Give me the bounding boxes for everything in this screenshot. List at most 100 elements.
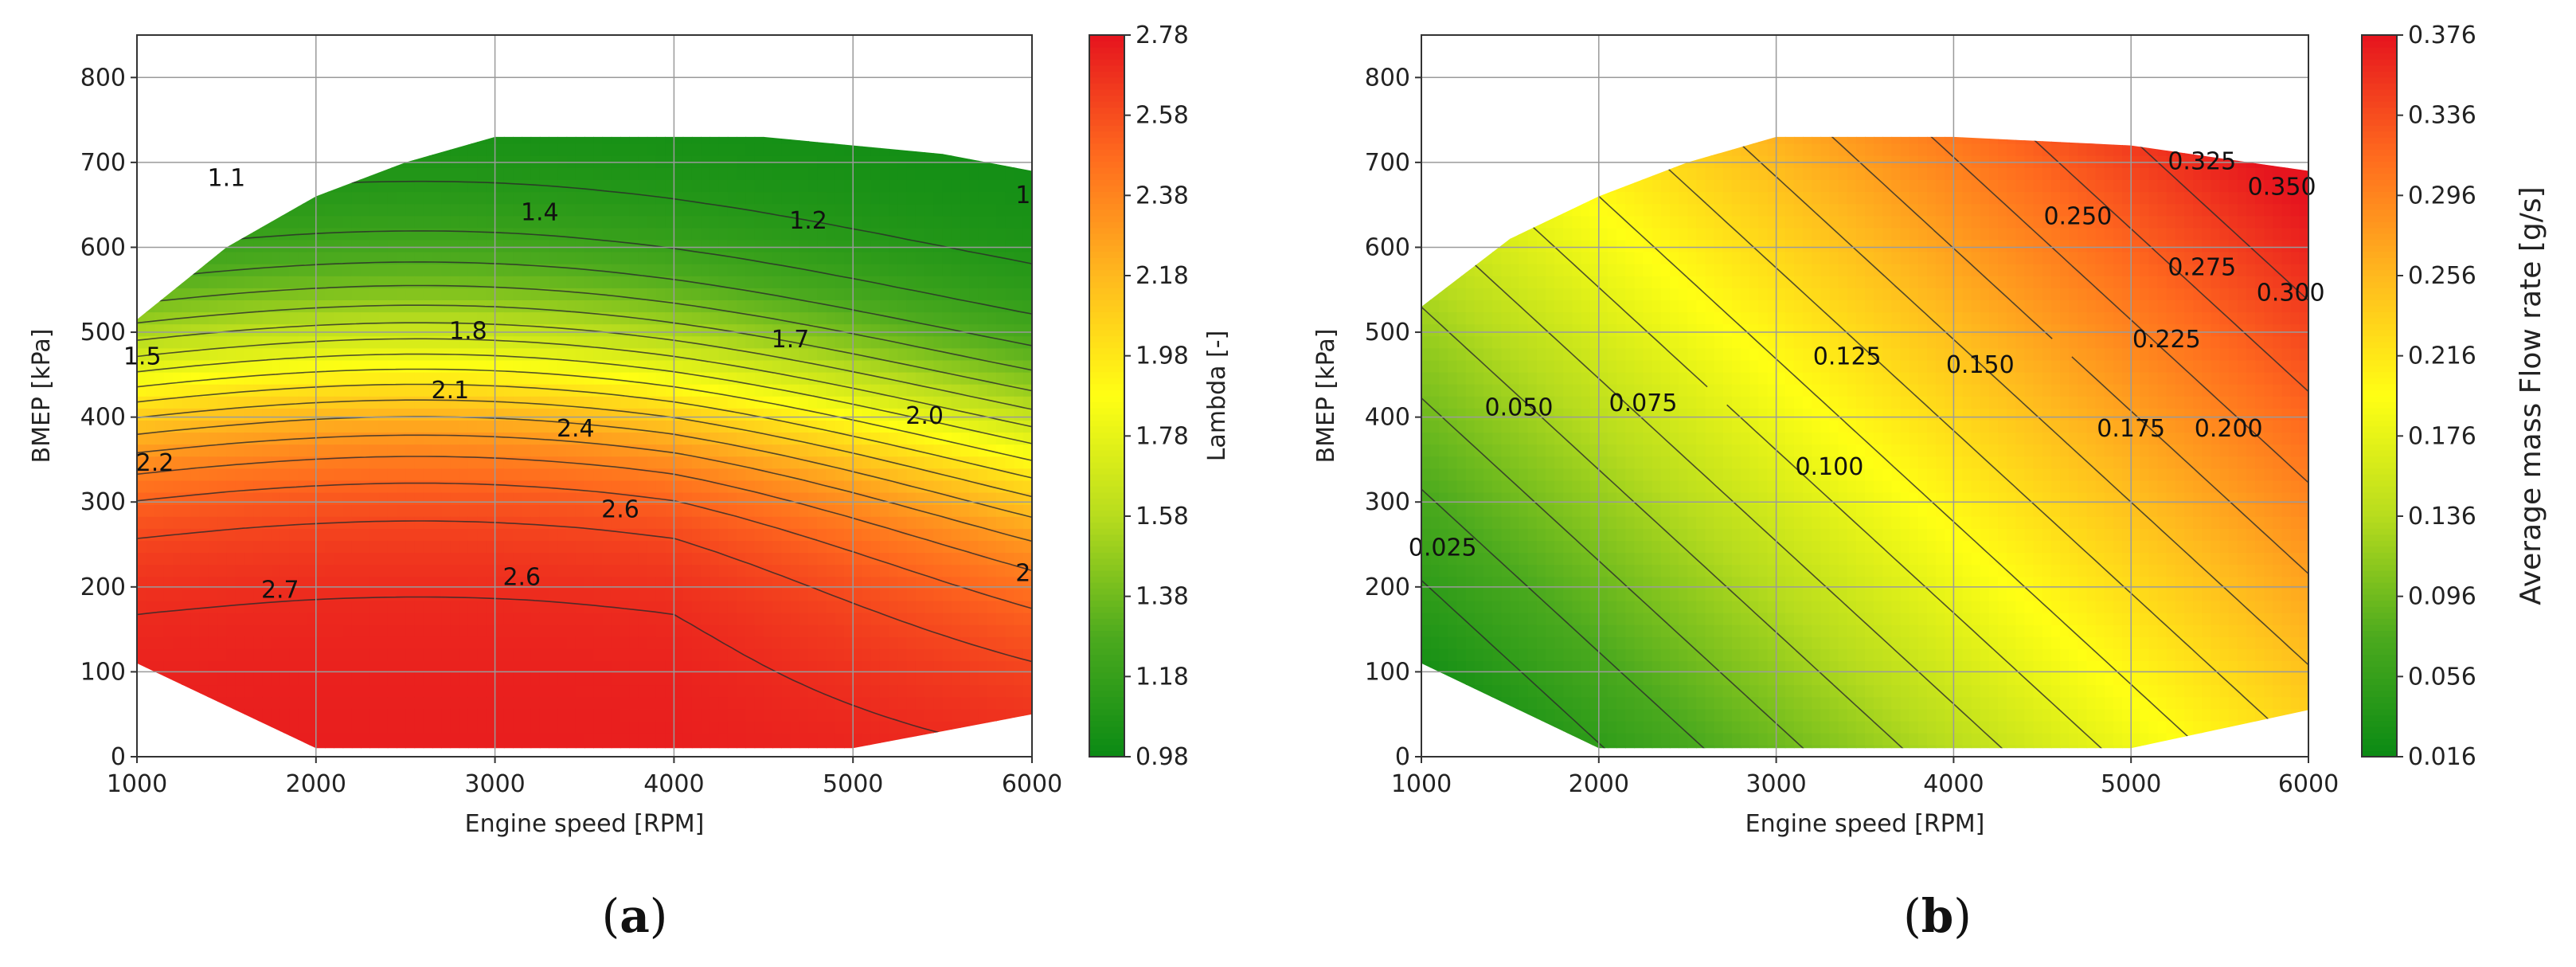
lambda-field-cell — [477, 684, 487, 698]
lambda-field-cell — [414, 311, 424, 325]
lambda-field-cell — [593, 167, 604, 180]
lambda-field-cell — [718, 528, 729, 541]
lambda-field-cell — [236, 35, 245, 48]
lambda-field-cell — [549, 119, 558, 132]
lambda-field-cell — [575, 396, 585, 409]
lambda-field-cell — [325, 227, 334, 241]
lambda-field-cell — [467, 251, 478, 264]
lambda-field-cell — [280, 96, 290, 108]
lambda-field-cell — [190, 335, 201, 349]
lambda-field-cell — [566, 732, 577, 746]
lambda-field-cell — [611, 347, 621, 361]
lambda-field-cell — [817, 528, 827, 541]
lambda-field-cell — [173, 347, 182, 361]
lambda-field-cell — [173, 108, 182, 120]
lambda-field-cell — [701, 528, 711, 541]
lambda-field-cell — [325, 624, 334, 637]
lambda-field-cell — [575, 588, 585, 601]
lambda-field-cell — [709, 612, 720, 625]
lambda-field-cell — [655, 323, 666, 337]
lambda-field-cell — [459, 491, 469, 505]
lambda-field-cell — [468, 47, 478, 60]
lambda-field-cell — [154, 516, 165, 529]
lambda-field-cell — [334, 552, 344, 566]
lambda-field-cell — [665, 648, 675, 661]
lambda-field-cell — [799, 528, 809, 541]
lambda-field-cell — [763, 588, 773, 601]
lambda-field-cell — [584, 444, 594, 457]
lambda-field-cell — [682, 323, 693, 337]
lambda-field-cell — [351, 660, 362, 674]
lambda-field-cell — [764, 83, 773, 96]
lambda-field-cell — [244, 47, 254, 60]
lambda-field-cell — [557, 347, 568, 361]
lambda-field-cell — [638, 227, 648, 241]
lambda-field-cell — [307, 239, 317, 253]
lambda-field-cell — [727, 251, 737, 264]
lambda-field-cell — [701, 96, 710, 108]
lambda-field-cell — [576, 119, 585, 132]
lambda-field-cell — [217, 708, 228, 722]
lambda-field-cell — [432, 203, 442, 217]
lambda-field-cell — [361, 371, 370, 385]
lambda-field-cell — [163, 648, 174, 661]
lambda-field-cell — [620, 684, 630, 698]
lambda-field-cell — [208, 732, 218, 746]
lambda-field-cell — [513, 708, 523, 722]
lambda-field-cell — [754, 191, 764, 205]
lambda-field-cell — [450, 371, 460, 385]
lambda-field-cell — [629, 612, 639, 625]
lambda-field-cell — [315, 432, 326, 445]
lambda-field-cell — [217, 588, 228, 601]
lambda-field-cell — [369, 540, 380, 554]
lambda-field-cell — [593, 396, 604, 409]
lambda-field-cell — [279, 636, 290, 649]
lambda-field-cell — [629, 83, 639, 96]
lambda-field-cell — [871, 83, 881, 96]
lambda-field-cell — [244, 672, 254, 686]
lambda-field-cell — [647, 299, 657, 313]
lambda-field-cell — [790, 408, 800, 421]
lambda-field-cell — [146, 600, 156, 613]
lambda-field-cell — [423, 552, 433, 566]
lambda-field-cell — [450, 444, 460, 457]
lambda-field-cell — [772, 744, 782, 749]
lambda-field-cell — [862, 564, 872, 577]
lambda-field-cell — [781, 59, 791, 72]
lambda-field-cell — [459, 744, 469, 749]
lambda-field-cell — [799, 179, 809, 193]
lambda-field-cell — [862, 480, 872, 493]
lambda-field-cell — [763, 383, 773, 397]
lambda-field-cell — [781, 335, 792, 349]
lambda-field-cell — [405, 552, 416, 566]
lambda-field-cell — [790, 371, 800, 385]
lambda-field-cell — [602, 335, 612, 349]
lambda-field-cell — [397, 684, 406, 698]
lambda-field-cell — [351, 732, 362, 746]
lambda-field-cell — [862, 83, 871, 96]
lambda-field-cell — [799, 396, 809, 409]
lambda-field-cell — [728, 108, 737, 120]
lambda-field-cell — [208, 696, 218, 710]
lambda-field-cell — [467, 191, 478, 205]
lambda-field-cell — [655, 732, 666, 746]
lambda-field-cell — [826, 396, 836, 409]
lambda-field-cell — [351, 408, 362, 421]
lambda-field-cell — [701, 684, 711, 698]
lambda-field-cell — [575, 708, 585, 722]
lambda-field-cell — [853, 299, 863, 313]
lambda-field-cell — [853, 179, 863, 193]
lambda-field-cell — [173, 708, 182, 722]
lambda-field-cell — [718, 143, 729, 156]
lambda-field-cell — [298, 516, 308, 529]
lambda-field-cell — [397, 600, 406, 613]
lambda-field-cell — [674, 335, 684, 349]
lambda-field-cell — [343, 108, 353, 120]
lambda-field-cell — [826, 420, 836, 433]
lambda-field-cell — [503, 672, 514, 686]
lambda-field-cell — [325, 299, 334, 313]
lambda-field-cell — [557, 684, 568, 698]
lambda-field-cell — [262, 648, 272, 661]
lambda-field-cell — [173, 119, 182, 132]
lambda-field-cell — [772, 624, 782, 637]
